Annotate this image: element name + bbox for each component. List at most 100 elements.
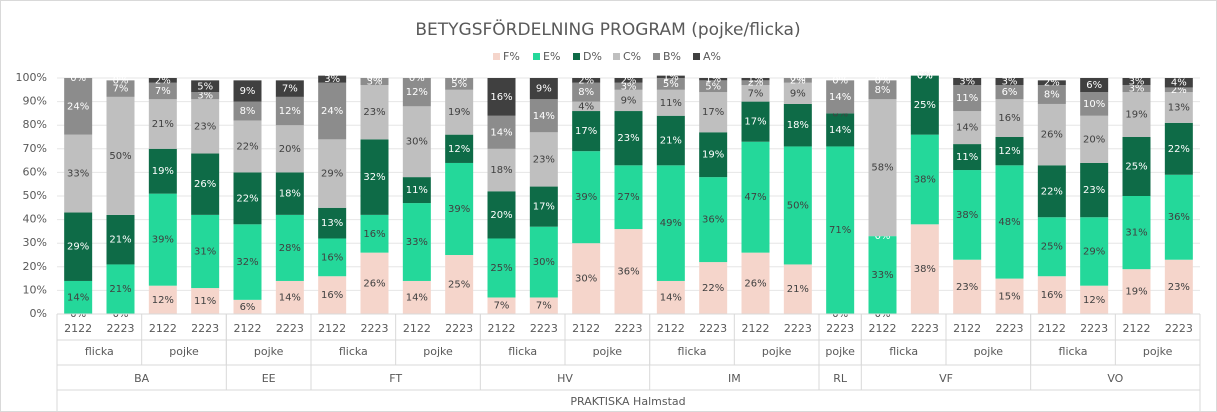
bar-segment xyxy=(614,89,643,112)
data-label: 14% xyxy=(829,92,851,103)
bar-segment xyxy=(572,78,601,83)
bar-segment xyxy=(741,141,770,253)
data-label: 10% xyxy=(1083,99,1105,110)
bar-segment xyxy=(953,78,982,86)
data-label: 27% xyxy=(617,192,639,203)
data-label: 5% xyxy=(663,79,679,90)
bar-segment xyxy=(614,229,643,314)
bar-segment xyxy=(656,78,685,90)
x-tick-label: 2223 xyxy=(615,322,643,335)
data-label: 9% xyxy=(621,95,637,106)
bar-segment xyxy=(191,99,220,154)
x-tick-label: 2122 xyxy=(572,322,600,335)
bar-segment xyxy=(445,89,474,135)
data-label: 3% xyxy=(1129,84,1145,95)
bar-segment xyxy=(529,226,558,298)
data-label: 3% xyxy=(367,77,383,88)
bar-segment xyxy=(1080,217,1109,286)
bar-segment xyxy=(318,276,347,314)
bar-segment xyxy=(699,80,728,93)
bar-segment xyxy=(572,101,601,112)
data-label: 39% xyxy=(152,235,174,246)
data-label: 17% xyxy=(533,202,555,213)
data-label: 11% xyxy=(956,93,978,104)
bar-segment xyxy=(191,92,220,100)
bar-segment xyxy=(191,80,220,93)
bar-segment xyxy=(487,297,516,314)
data-label: 22% xyxy=(1168,144,1190,155)
x-program-label: VF xyxy=(939,372,953,385)
x-tick-label: 2122 xyxy=(657,322,685,335)
bar-segment xyxy=(1037,276,1066,314)
data-label: 13% xyxy=(321,218,343,229)
bar-segment xyxy=(783,264,812,314)
data-label: 9% xyxy=(240,86,256,97)
data-label: 21% xyxy=(109,235,131,246)
bar-segment xyxy=(1122,78,1151,86)
bar-segment xyxy=(529,297,558,314)
bar-segment xyxy=(656,280,685,314)
data-label: 4% xyxy=(1171,78,1187,89)
x-tick-label: 2122 xyxy=(869,322,897,335)
data-label: 32% xyxy=(363,172,385,183)
y-tick-label: 10% xyxy=(23,283,47,296)
bar-segment xyxy=(402,177,431,204)
data-label: 0% xyxy=(917,71,933,82)
data-label: 20% xyxy=(279,144,301,155)
data-label: 23% xyxy=(617,133,639,144)
data-label: 18% xyxy=(787,120,809,131)
data-label: 0% xyxy=(367,73,383,84)
data-label: 7% xyxy=(494,301,510,312)
data-label: 22% xyxy=(236,141,258,152)
bar-segment xyxy=(656,75,685,78)
data-label: 12% xyxy=(152,295,174,306)
data-label: 9% xyxy=(536,84,552,95)
data-label: 21% xyxy=(152,119,174,130)
data-label: 0% xyxy=(917,71,933,82)
data-label: 6% xyxy=(240,302,256,313)
x-tick-label: 2223 xyxy=(191,322,219,335)
data-label: 36% xyxy=(1168,212,1190,223)
bar-segment xyxy=(656,165,685,281)
data-label: 22% xyxy=(702,283,724,294)
data-label: 38% xyxy=(914,264,936,275)
bar-segment xyxy=(1164,174,1193,260)
bar-segment xyxy=(191,153,220,215)
data-label: 0% xyxy=(113,75,129,86)
data-label: 21% xyxy=(787,284,809,295)
data-label: 39% xyxy=(575,192,597,203)
bar-segment xyxy=(487,78,516,116)
data-label: 25% xyxy=(490,263,512,274)
data-label: 3% xyxy=(621,81,637,92)
bar-segment xyxy=(953,85,982,112)
bar-segment xyxy=(1122,137,1151,196)
data-label: 12% xyxy=(448,144,470,155)
x-tick-label: 2122 xyxy=(64,322,92,335)
bar-segment xyxy=(783,82,812,104)
bar-segment xyxy=(614,165,643,230)
data-label: 17% xyxy=(575,126,597,137)
x-program-label: EE xyxy=(262,372,276,385)
y-tick-label: 60% xyxy=(23,165,47,178)
bar-segment xyxy=(1080,285,1109,314)
bar-segment xyxy=(995,137,1024,166)
legend-swatch xyxy=(573,53,580,60)
x-gender-label: pojke xyxy=(423,345,453,358)
x-program-label: FT xyxy=(389,372,402,385)
bar-segment xyxy=(233,299,262,314)
data-label: 11% xyxy=(406,185,428,196)
data-label: 3% xyxy=(197,91,213,102)
y-tick-label: 90% xyxy=(23,95,47,108)
data-label: 33% xyxy=(871,270,893,281)
bar-segment xyxy=(529,186,558,227)
bar-segment xyxy=(445,255,474,314)
data-label: 7% xyxy=(282,84,298,95)
data-label: 1% xyxy=(663,72,679,83)
bar-segment xyxy=(953,111,982,145)
bar-segment xyxy=(360,252,389,314)
x-tick-label: 2223 xyxy=(826,322,854,335)
x-program-label: RL xyxy=(833,372,848,385)
data-label: 0% xyxy=(790,73,806,84)
bar-segment xyxy=(445,134,474,163)
data-label: 0% xyxy=(451,73,467,84)
